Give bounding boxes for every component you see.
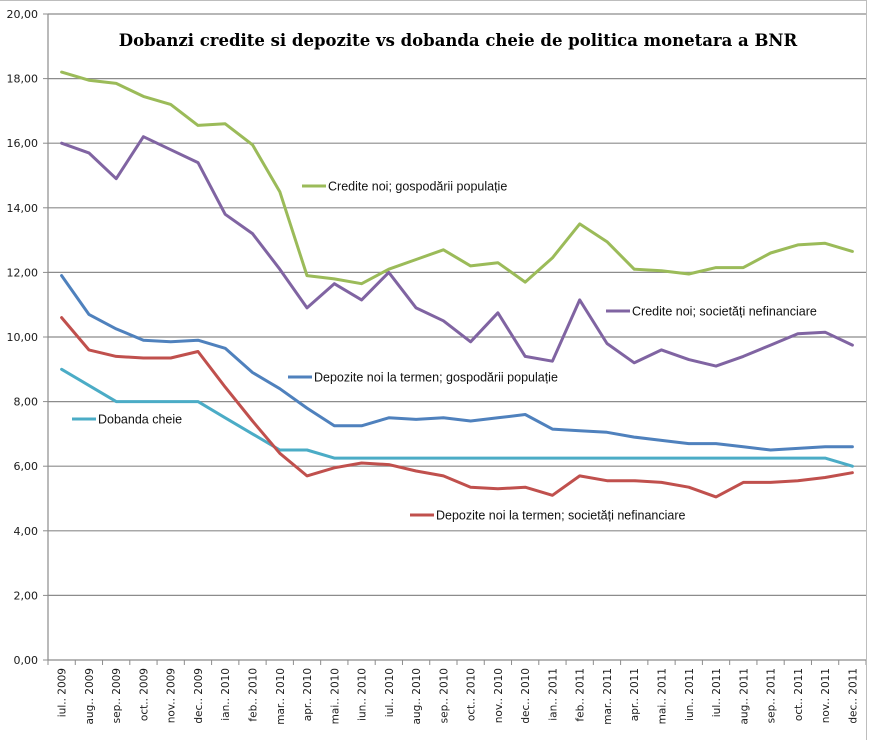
x-tick-label: iul.. 2009: [57, 668, 69, 717]
axes: [43, 13, 867, 665]
legend-label: Credite noi; gospodării populație: [328, 180, 507, 194]
y-tick-label: 10,00: [7, 331, 39, 344]
x-tick-label: dec.. 2011: [847, 668, 859, 724]
x-tick-label: iul.. 2010: [384, 668, 396, 717]
x-tick-label: ian.. 2011: [547, 668, 559, 721]
series-line: [60, 367, 854, 468]
series-line: [60, 135, 854, 368]
y-tick-label: 8,00: [14, 396, 39, 409]
y-tick-label: 16,00: [7, 137, 39, 150]
x-tick-label: oct.. 2009: [138, 668, 150, 721]
y-axis-tick-labels: 0,00 2,00 4,00 6,00 8,00 10,00 12,00 14,00 16,00…: [7, 8, 39, 667]
legend-item: Depozite noi la termen; societăți nefina…: [410, 509, 685, 523]
x-tick-label: oct.. 2010: [466, 668, 478, 721]
x-tick-label: mar.. 2010: [275, 668, 287, 725]
x-tick-label: aug.. 2011: [738, 668, 750, 725]
y-tick-label: 20,00: [7, 8, 39, 21]
x-tick-label: apr.. 2011: [629, 668, 641, 721]
x-tick-label: iul.. 2011: [711, 668, 723, 717]
x-tick-label: nov.. 2011: [820, 668, 832, 723]
y-tick-label: 14,00: [7, 202, 39, 215]
x-tick-label: nov.. 2010: [493, 668, 505, 723]
y-tick-label: 12,00: [7, 266, 39, 279]
y-tick-label: 18,00: [7, 73, 39, 86]
x-tick-label: mai.. 2010: [329, 668, 341, 724]
legend-item: Dobanda cheie: [72, 413, 182, 427]
legend-label: Depozite noi la termen; gospodării popul…: [314, 371, 558, 385]
legend-label: Credite noi; societăți nefinanciare: [632, 305, 817, 319]
x-tick-label: sep.. 2010: [438, 668, 450, 723]
x-tick-label: sep.. 2011: [766, 668, 778, 723]
x-tick-label: feb.. 2010: [248, 668, 260, 722]
x-tick-label: nov.. 2009: [166, 668, 178, 723]
y-tick-label: 0,00: [14, 654, 39, 667]
x-tick-label: iun.. 2010: [357, 668, 369, 721]
x-tick-label: dec.. 2010: [520, 668, 532, 724]
y-tick-label: 2,00: [14, 589, 39, 602]
x-tick-label: apr.. 2010: [302, 668, 314, 721]
chart-title: Dobanzi credite si depozite vs dobanda c…: [119, 31, 798, 50]
x-tick-label: aug.. 2009: [84, 668, 96, 725]
x-tick-label: iun.. 2011: [684, 668, 696, 721]
legend-item: Credite noi; gospodării populație: [302, 180, 507, 194]
x-tick-label: oct.. 2011: [793, 668, 805, 721]
y-tick-label: 6,00: [14, 460, 39, 473]
legend-label: Depozite noi la termen; societăți nefina…: [436, 509, 685, 523]
series-line: [60, 316, 854, 499]
x-tick-label: aug.. 2010: [411, 668, 423, 725]
legend-item: Depozite noi la termen; gospodării popul…: [288, 371, 558, 385]
series-line: [60, 274, 854, 452]
series-lines: [60, 70, 854, 499]
legend-labels: Credite noi; gospodării populație Credite…: [72, 180, 817, 523]
x-tick-label: feb.. 2011: [575, 668, 587, 722]
y-tick-label: 4,00: [14, 525, 39, 538]
x-tick-label: mai.. 2011: [657, 668, 669, 724]
x-tick-label: dec.. 2009: [193, 668, 205, 724]
x-tick-label: ian.. 2010: [220, 668, 232, 721]
x-tick-label: mar.. 2011: [602, 668, 614, 725]
series-line: [60, 70, 854, 286]
legend-item: Credite noi; societăți nefinanciare: [606, 305, 817, 319]
legend-label: Dobanda cheie: [98, 413, 182, 427]
x-tick-label: sep.. 2009: [111, 668, 123, 723]
x-axis-tick-labels: iul.. 2009 aug.. 2009 sep.. 2009 oct.. 2009…: [57, 668, 860, 725]
